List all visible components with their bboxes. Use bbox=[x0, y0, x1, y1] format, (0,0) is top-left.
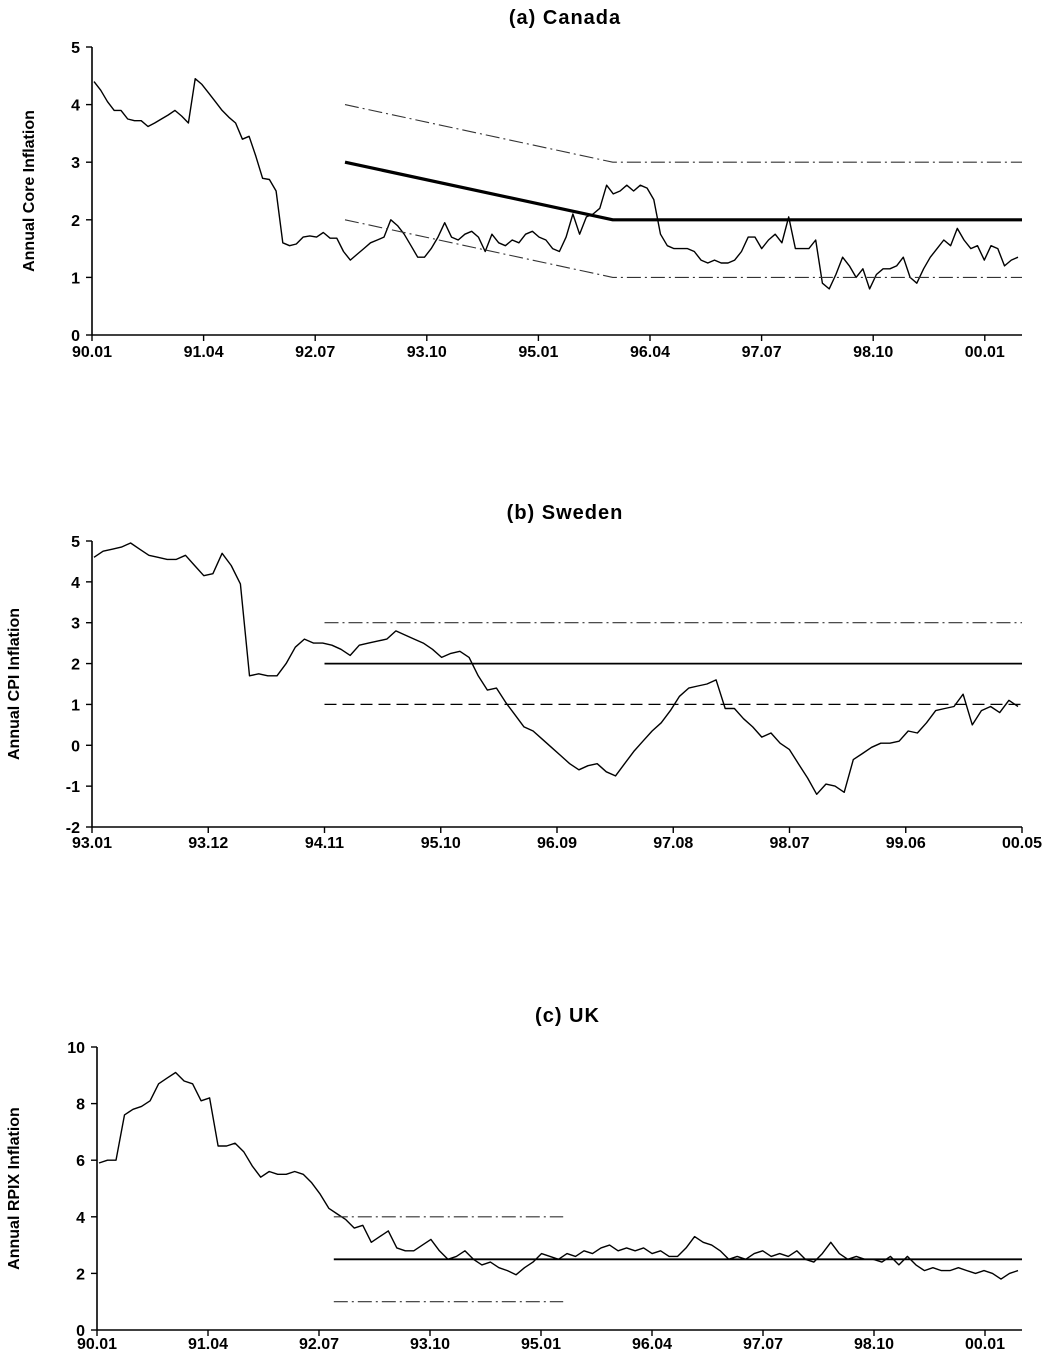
y-tick-label: 1 bbox=[71, 697, 80, 714]
x-tick-label: 92.07 bbox=[299, 1336, 339, 1353]
series-dash-dot-line-3 bbox=[344, 219, 1022, 278]
y-tick-label: 4 bbox=[71, 98, 80, 115]
x-tick-label: 93.10 bbox=[407, 344, 447, 361]
x-tick-label: 98.07 bbox=[769, 835, 809, 852]
y-tick-label: 5 bbox=[71, 40, 80, 57]
y-tick-label: 0 bbox=[71, 328, 80, 345]
y-tick-label: 0 bbox=[76, 1323, 85, 1340]
chart-title: (c) UK bbox=[535, 1005, 600, 1027]
x-tick-label: 97.07 bbox=[743, 1336, 783, 1353]
x-tick-label: 97.08 bbox=[653, 835, 693, 852]
x-tick-label: 96.09 bbox=[537, 835, 577, 852]
x-tick-label: 98.10 bbox=[854, 1336, 894, 1353]
x-tick-label: 90.01 bbox=[77, 1336, 117, 1353]
x-tick-label: 93.12 bbox=[188, 835, 228, 852]
chart-panel-uk: (c) UK Annual RPIX Inflation 0 2 4 6 8 10 90.01 9… bbox=[0, 995, 1051, 1353]
y-axis-label: Annual RPIX Inflation bbox=[6, 1107, 23, 1270]
y-axis-label: Annual Core Inflation bbox=[21, 110, 38, 272]
x-tick-label: 95.10 bbox=[421, 835, 461, 852]
y-tick-label: 5 bbox=[71, 534, 80, 551]
y-tick-label: 2 bbox=[76, 1266, 85, 1283]
y-tick-label: 1 bbox=[71, 270, 80, 287]
y-tick-label: 0 bbox=[71, 738, 80, 755]
y-tick-label: 8 bbox=[76, 1097, 85, 1114]
x-tick-label: 93.10 bbox=[410, 1336, 450, 1353]
x-tick-label: 97.07 bbox=[742, 344, 782, 361]
x-tick-label: 00.01 bbox=[965, 344, 1005, 361]
series-inflation-line bbox=[98, 1071, 1019, 1280]
x-tick-label: 95.01 bbox=[521, 1336, 561, 1353]
chart-panel-canada: (a) Canada Annual Core Inflation 0 1 2 3 4 5 90.… bbox=[0, 0, 1051, 370]
x-tick-label: 91.04 bbox=[188, 1336, 228, 1353]
x-tick-label: 94.11 bbox=[305, 835, 344, 852]
series-bold-line-1 bbox=[344, 160, 1022, 222]
y-tick-label: 4 bbox=[71, 575, 80, 592]
y-tick-label: 2 bbox=[71, 213, 80, 230]
chart-title: (b) Sweden bbox=[507, 502, 624, 524]
x-tick-label: 95.01 bbox=[518, 344, 558, 361]
x-tick-label: 00.01 bbox=[965, 1336, 1005, 1353]
chart-uk: (c) UK Annual RPIX Inflation 0 2 4 6 8 10 90.01 9… bbox=[6, 1005, 1022, 1353]
y-tick-label: 4 bbox=[76, 1210, 85, 1227]
chart-sweden: (b) Sweden Annual CPI Inflation -2 -1 0 1 2 3 4 5… bbox=[6, 502, 1042, 852]
x-tick-label: 90.01 bbox=[72, 344, 112, 361]
x-tick-label: 92.07 bbox=[295, 344, 335, 361]
y-tick-label: 3 bbox=[71, 155, 80, 172]
chart-panel-sweden: (b) Sweden Annual CPI Inflation -2 -1 0 1 2 3 4 5… bbox=[0, 495, 1051, 860]
series-inflation-line bbox=[93, 542, 1019, 795]
y-tick-label: -1 bbox=[66, 779, 80, 796]
x-tick-label: 91.04 bbox=[184, 344, 224, 361]
y-tick-label: 6 bbox=[76, 1153, 85, 1170]
series-dash-dot-line-2 bbox=[344, 104, 1022, 163]
x-tick-label: 98.10 bbox=[853, 344, 893, 361]
x-tick-label: 00.05 bbox=[1002, 835, 1042, 852]
chart-canada: (a) Canada Annual Core Inflation 0 1 2 3 4 5 90.… bbox=[21, 7, 1022, 361]
x-tick-label: 93.01 bbox=[72, 835, 112, 852]
y-tick-label: -2 bbox=[66, 820, 80, 837]
y-tick-label: 2 bbox=[71, 657, 80, 674]
x-tick-label: 96.04 bbox=[632, 1336, 672, 1353]
chart-title: (a) Canada bbox=[509, 7, 621, 29]
series-inflation-line bbox=[93, 77, 1019, 290]
y-axis-label: Annual CPI Inflation bbox=[6, 608, 23, 760]
x-tick-label: 96.04 bbox=[630, 344, 670, 361]
y-tick-label: 10 bbox=[67, 1040, 85, 1057]
y-tick-label: 3 bbox=[71, 616, 80, 633]
x-tick-label: 99.06 bbox=[886, 835, 926, 852]
